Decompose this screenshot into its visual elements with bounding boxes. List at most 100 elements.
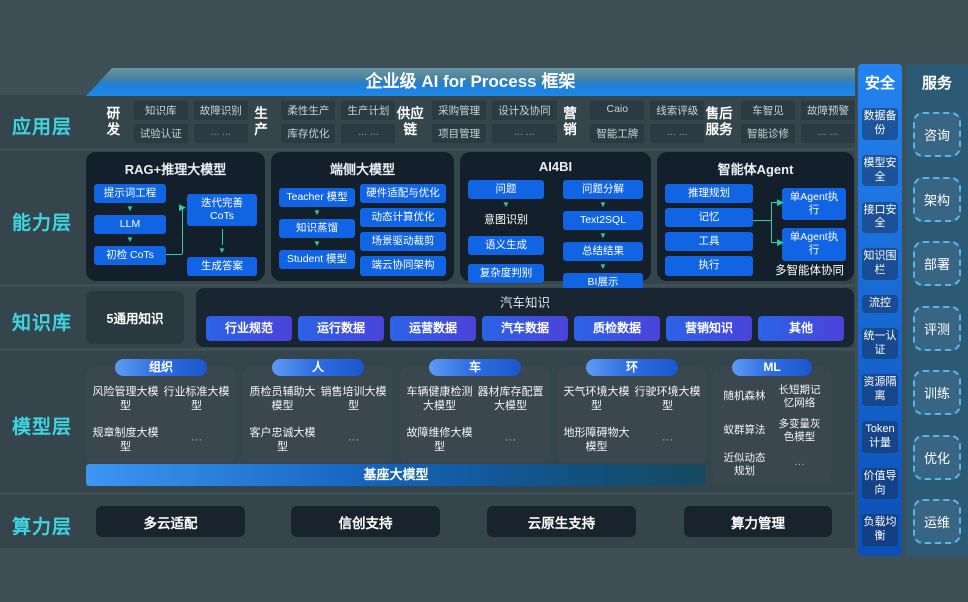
model-item: 风险管理大模型 bbox=[92, 385, 159, 412]
app-group-items: 采购管理 设计及协同 项目管理 ... ... bbox=[432, 101, 557, 143]
model-item: 销售培训大模型 bbox=[320, 385, 387, 412]
service-item: 架构 bbox=[913, 176, 961, 222]
arrow-down-icon: ▼ bbox=[126, 235, 134, 245]
security-item: 数据备份 bbox=[862, 108, 898, 140]
flow-line bbox=[771, 242, 779, 243]
model-pill-vehicle: 车 bbox=[429, 359, 521, 376]
layer-label-app: 应用层 bbox=[12, 117, 73, 138]
arrow-down-icon: ▼ bbox=[502, 200, 510, 210]
flow-line bbox=[753, 220, 771, 221]
agent-component: 记忆 bbox=[665, 208, 753, 228]
layer-label-knowledge: 知识库 bbox=[12, 313, 73, 334]
security-item: Token计量 bbox=[862, 421, 898, 453]
app-group: 供应链 采购管理 设计及协同 项目管理 ... ... bbox=[395, 101, 557, 143]
app-group-label: 研发 bbox=[106, 105, 121, 137]
service-item: 优化 bbox=[913, 434, 961, 480]
service-item: 咨询 bbox=[913, 112, 961, 158]
arrow-down-icon: ▼ bbox=[313, 208, 321, 218]
app-item: 设计及协同 bbox=[492, 101, 557, 120]
app-group-label: 供应链 bbox=[396, 105, 424, 137]
agent-exec: 单Agent执行 bbox=[782, 228, 846, 261]
ai4bi-step: 总结结果 bbox=[563, 242, 643, 262]
model-item: 质检员辅助大模型 bbox=[249, 385, 316, 412]
model-item: 长短期记忆网络 bbox=[778, 383, 821, 409]
app-group-items: Caio 线索评级 智能工牌 ... ... bbox=[590, 101, 705, 143]
edge-feature: 场景驱动裁剪 bbox=[360, 232, 446, 252]
knowledge-item: 运营数据 bbox=[390, 316, 476, 341]
arrow-down-icon: ▼ bbox=[313, 239, 321, 249]
model-pill-people: 人 bbox=[272, 359, 364, 376]
ai4bi-step: 问题分解 bbox=[563, 180, 643, 200]
knowledge-item: 其他 bbox=[758, 316, 844, 341]
layer-label-compute: 算力层 bbox=[12, 517, 73, 538]
model-item: 车辆健康检测大模型 bbox=[406, 385, 473, 412]
arrow-right-icon: ▶ bbox=[179, 202, 186, 212]
app-item: 库存优化 bbox=[281, 124, 336, 143]
layer-label-capability: 能力层 bbox=[12, 213, 73, 234]
agent-component: 执行 bbox=[665, 256, 753, 276]
app-item: 车智见 bbox=[741, 101, 795, 120]
app-group-label: 售后服务 bbox=[705, 105, 733, 137]
security-item: 模型安全 bbox=[862, 154, 898, 187]
knowledge-item: 汽车数据 bbox=[482, 316, 568, 341]
app-item-more: ... ... bbox=[801, 124, 855, 143]
model-item-more: ··· bbox=[348, 433, 359, 446]
model-group-org: 风险管理大模型 行业标准大模型 规章制度大模型 ··· bbox=[86, 367, 236, 463]
edge-box-title: 端侧大模型 bbox=[329, 162, 395, 177]
arrow-down-icon: ▼ bbox=[599, 231, 607, 241]
ai4bi-box: AI4BI 问题 ▼ 意图识别 语义生成 复杂度判别 问题分解 ▼ Text2S… bbox=[460, 152, 651, 293]
knowledge-item: 运行数据 bbox=[298, 316, 384, 341]
app-item-more: ... ... bbox=[650, 124, 705, 143]
arrow-down-icon: ▼ bbox=[126, 204, 134, 214]
model-item-more: ··· bbox=[191, 433, 202, 446]
base-model-bar: 基座大模型 bbox=[86, 464, 706, 486]
arrow-down-icon: ▼ bbox=[599, 262, 607, 272]
ai4bi-step: 语义生成 bbox=[468, 236, 544, 256]
arrow-down-icon: ▼ bbox=[599, 200, 607, 210]
agent-exec: 单Agent执行 bbox=[782, 188, 846, 221]
security-column: 安全 数据备份 模型安全 接口安全 知识围栏 流控 统一认证 资源隔离 Toke… bbox=[858, 64, 902, 556]
agent-box-body: 推理规划 记忆 工具 执行 单Agent执行 单Agent执行 ▶ ▶ 多智能体… bbox=[665, 184, 846, 277]
model-pill-env: 环 bbox=[586, 359, 678, 376]
auto-knowledge-title: 汽车知识 bbox=[499, 296, 550, 310]
model-item-more: ··· bbox=[662, 433, 673, 446]
app-item: 知识库 bbox=[133, 101, 188, 120]
rag-model-box: RAG+推理大模型 提示词工程 ▼ LLM ▼ 初检 CoTs 迭代完善CoTs… bbox=[86, 152, 265, 281]
model-group-vehicle: 车辆健康检测大模型 器材库存配置大模型 故障维修大模型 ··· bbox=[400, 367, 550, 463]
security-item: 统一认证 bbox=[862, 327, 898, 360]
app-group-items: 知识库 故障识别 试验认证 ... ... bbox=[133, 101, 248, 143]
agent-box-title: 智能体Agent bbox=[717, 162, 794, 177]
agent-note: 多智能体协同 bbox=[775, 264, 844, 277]
app-layer-row: 研发 知识库 故障识别 试验认证 ... ... 生产 柔性生产 生产计划 库存… bbox=[100, 99, 855, 145]
security-title: 安全 bbox=[864, 75, 895, 92]
rag-step: 生成答案 bbox=[187, 257, 257, 277]
compute-item: 多云适配 bbox=[96, 506, 245, 537]
model-item: 天气环境大模型 bbox=[563, 385, 630, 412]
edge-step: Student 模型 bbox=[279, 250, 355, 270]
flow-line bbox=[771, 202, 779, 203]
app-item-more: ... ... bbox=[492, 124, 557, 143]
model-pill-org: 组织 bbox=[115, 359, 207, 376]
service-item: 训练 bbox=[913, 370, 961, 416]
page-title: 企业级 AI for Process 框架 bbox=[365, 72, 576, 91]
model-item: 器材库存配置大模型 bbox=[477, 385, 544, 412]
compute-item: 算力管理 bbox=[684, 506, 832, 537]
service-item: 评测 bbox=[913, 305, 961, 351]
model-item: 多变量灰色模型 bbox=[778, 417, 821, 443]
security-item: 资源隔离 bbox=[862, 374, 898, 406]
ai4bi-step-text: 意图识别 bbox=[484, 214, 528, 227]
app-item: 柔性生产 bbox=[281, 101, 336, 120]
flow-line bbox=[182, 208, 183, 254]
rag-step: LLM bbox=[94, 215, 166, 235]
model-item: 蚁群算法 bbox=[723, 424, 766, 437]
rag-step: 提示词工程 bbox=[94, 184, 166, 204]
rag-box-body: 提示词工程 ▼ LLM ▼ 初检 CoTs 迭代完善CoTs ▼ 生成答案 ▶ bbox=[94, 184, 257, 277]
security-item: 流控 bbox=[862, 294, 898, 313]
auto-knowledge-box: 汽车知识 行业规范 运行数据 运营数据 汽车数据 质检数据 营销知识 其他 bbox=[196, 288, 854, 347]
edge-step: Teacher 模型 bbox=[279, 188, 355, 208]
auto-knowledge-items: 行业规范 运行数据 运营数据 汽车数据 质检数据 营销知识 其他 bbox=[206, 316, 844, 341]
app-item: 试验认证 bbox=[133, 124, 188, 143]
model-item: 行驶环境大模型 bbox=[634, 385, 701, 412]
edge-feature: 端云协同架构 bbox=[360, 256, 446, 276]
agent-component: 工具 bbox=[665, 232, 753, 252]
